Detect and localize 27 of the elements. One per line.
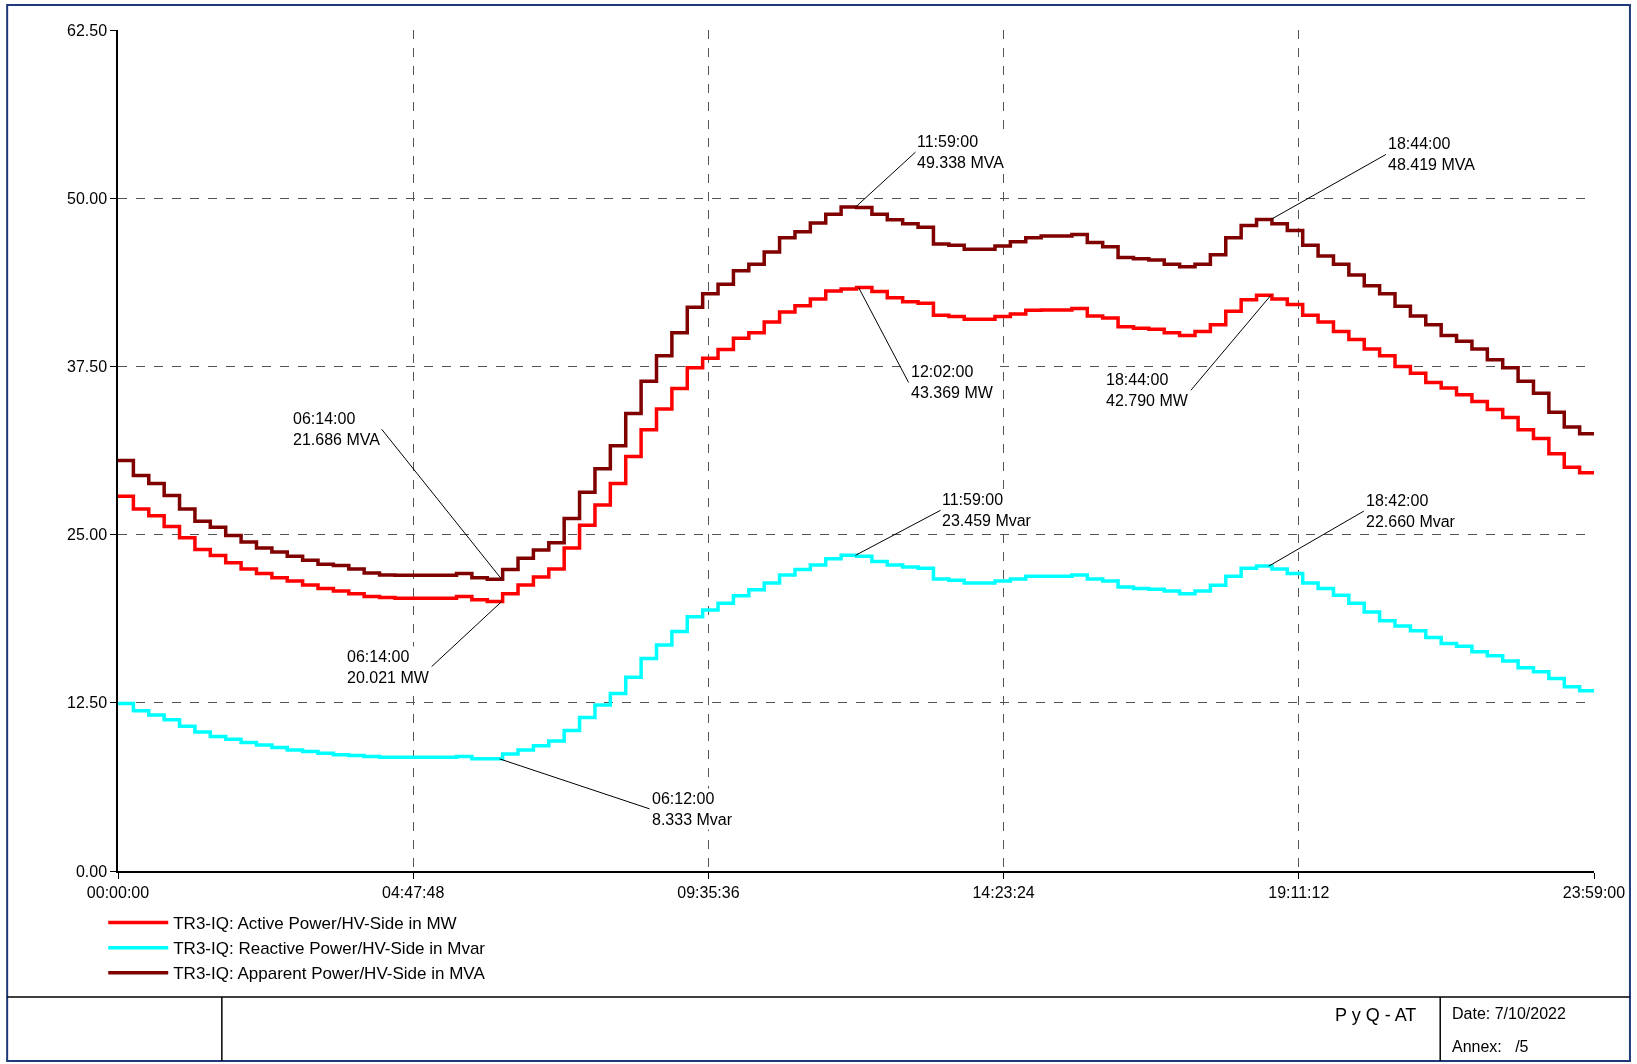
x-tick-label: 09:35:36	[677, 883, 740, 901]
y-tick-label: 12.50	[67, 694, 108, 712]
x-tick-label: 04:47:48	[382, 883, 445, 901]
text: P y Q - AT	[1335, 1005, 1417, 1025]
legend-label: TR3-IQ: Active Power/HV-Side in MW	[173, 914, 457, 934]
text: Date: 7/10/2022	[1452, 1005, 1566, 1022]
y-tick-label: 62.50	[67, 21, 108, 39]
annotation: 11:59:00 49.338 MVA	[917, 133, 1005, 171]
y-tick-label: 25.00	[67, 526, 108, 544]
annotation: 12:02:00 43.369 MW	[911, 363, 994, 401]
x-tick-label: 00:00:00	[86, 883, 150, 901]
annotation: 06:12:00 8.333 Mvar	[652, 790, 733, 828]
text: Annex: /5	[1452, 1038, 1529, 1055]
annotation: 06:14:00 21.686 MVA	[293, 410, 381, 448]
annotation: 18:44:00 42.790 MW	[1106, 371, 1189, 409]
x-tick-label: 23:59:00	[1562, 883, 1626, 901]
y-tick-label: 50.00	[67, 189, 108, 207]
x-tick-label: 14:23:24	[972, 883, 1035, 901]
annotation: 11:59:00 23.459 Mvar	[942, 491, 1032, 529]
y-tick-label: 0.00	[75, 862, 108, 880]
annotation: 06:14:00 20.021 MW	[347, 648, 430, 686]
x-tick-label: 19:11:12	[1268, 883, 1330, 901]
y-tick-label: 37.50	[67, 358, 108, 375]
legend-label: TR3-IQ: Reactive Power/HV-Side in Mvar	[173, 939, 486, 959]
annotation: 18:42:00 22.660 Mvar	[1366, 492, 1456, 530]
annotation: 18:44:00 48.419 MVA	[1388, 135, 1476, 173]
legend-label: TR3-IQ: Apparent Power/HV-Side in MVA	[173, 964, 486, 984]
